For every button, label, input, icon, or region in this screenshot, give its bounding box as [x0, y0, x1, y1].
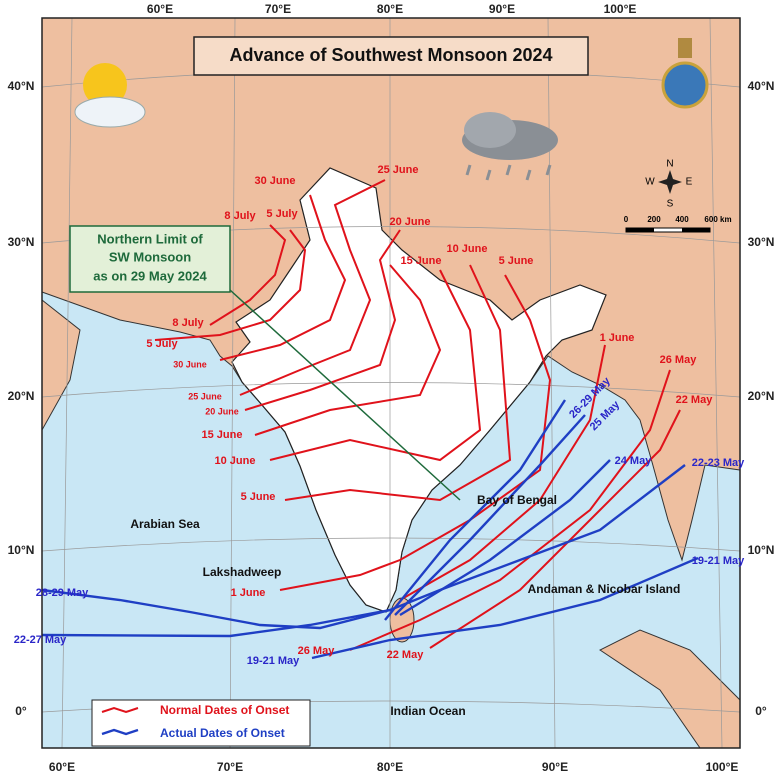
- normal-onset-label: 20 June: [205, 406, 239, 416]
- scale-bar: 0 200 400 600 km: [624, 215, 732, 233]
- lon-label: 90°E: [489, 2, 515, 16]
- lon-label: 60°E: [147, 2, 173, 16]
- legend-label: Actual Dates of Onset: [160, 726, 285, 740]
- place-label: Indian Ocean: [390, 704, 465, 718]
- compass-n: N: [666, 159, 673, 170]
- legend: Normal Dates of Onset Actual Dates of On…: [91, 699, 311, 747]
- lon-label: 60°E: [49, 760, 75, 774]
- normal-onset-label: 26 May: [660, 354, 698, 366]
- lat-label: 30°N: [748, 235, 775, 249]
- normal-onset-label: 1 June: [231, 587, 266, 599]
- graticule: [41, 17, 741, 749]
- normal-onset-label: 22 May: [676, 394, 714, 406]
- lon-label: 80°E: [377, 2, 403, 16]
- lat-label: 20°N: [8, 389, 35, 403]
- place-label: Lakshadweep: [203, 565, 282, 579]
- actual-onset-label: 22-23 May: [692, 457, 745, 469]
- scale-label: 0: [624, 215, 629, 224]
- normal-onset-label: 8 July: [172, 317, 204, 329]
- rain-cloud: [462, 112, 558, 181]
- legend-label: Normal Dates of Onset: [160, 703, 289, 717]
- scale-label: 600 km: [704, 215, 731, 224]
- limit-label: as on 29 May 2024: [93, 268, 207, 283]
- normal-onset-label: 10 June: [447, 243, 488, 255]
- title-box: [193, 36, 589, 76]
- lat-label: 40°N: [748, 79, 775, 93]
- compass-s: S: [667, 199, 674, 210]
- lat-label: 0°: [755, 704, 767, 718]
- normal-lines: [154, 179, 681, 651]
- actual-onset-label: 19-21 May: [247, 655, 300, 667]
- lon-label: 70°E: [217, 760, 243, 774]
- lat-label: 30°N: [8, 235, 35, 249]
- normal-onset-label: 8 July: [224, 210, 256, 222]
- place-label: Bay of Bengal: [477, 493, 557, 507]
- normal-onset-label: 25 June: [188, 391, 222, 401]
- normal-onset-label: 5 July: [146, 338, 178, 350]
- lat-label: 10°N: [8, 543, 35, 557]
- normal-onset-label: 15 June: [202, 429, 243, 441]
- actual-onset-label: 22-27 May: [14, 634, 67, 646]
- lat-label: 0°: [15, 704, 27, 718]
- normal-onset-label: 30 June: [255, 175, 296, 187]
- normal-onset-label: 25 June: [378, 164, 419, 176]
- actual-onset-label: 24 May: [615, 455, 653, 467]
- sun-icon: [74, 63, 146, 128]
- actual-lines: [41, 399, 699, 660]
- title: Advance of Southwest Monsoon 2024: [229, 45, 552, 65]
- normal-onset-label: 26 May: [298, 645, 336, 657]
- normal-onset-label: 1 June: [600, 332, 635, 344]
- compass-w: W: [645, 177, 655, 188]
- compass: N E S W: [645, 159, 692, 210]
- actual-onset-label: 19-21 May: [692, 555, 745, 567]
- normal-onset-label: 20 June: [390, 216, 431, 228]
- normal-onset-label: 22 May: [387, 649, 425, 661]
- normal-onset-label: 5 June: [499, 255, 534, 267]
- normal-onset-label: 10 June: [215, 455, 256, 467]
- lat-label: 20°N: [748, 389, 775, 403]
- actual-onset-label: 28-29 May: [36, 587, 89, 599]
- scale-label: 400: [675, 215, 689, 224]
- place-label: Arabian Sea: [130, 517, 200, 531]
- compass-e: E: [686, 177, 693, 188]
- lon-label: 90°E: [542, 760, 568, 774]
- india: [231, 167, 607, 613]
- lat-label: 10°N: [748, 543, 775, 557]
- lon-label: 70°E: [265, 2, 291, 16]
- scale-label: 200: [647, 215, 661, 224]
- emblem: [661, 38, 709, 109]
- limit-label: SW Monsoon: [109, 249, 191, 264]
- lon-label: 100°E: [706, 760, 739, 774]
- place-label: Andaman & Nicobar Island: [528, 582, 681, 596]
- lat-label: 40°N: [8, 79, 35, 93]
- normal-onset-label: 15 June: [401, 255, 442, 267]
- normal-onset-label: 30 June: [173, 359, 207, 369]
- northern-limit: Northern Limit of SW Monsoon as on 29 Ma…: [69, 225, 461, 501]
- normal-onset-label: 5 July: [266, 208, 298, 220]
- normal-onset-label: 5 June: [241, 491, 276, 503]
- limit-label: Northern Limit of: [97, 231, 203, 246]
- frame: [41, 17, 741, 749]
- lon-label: 100°E: [604, 2, 637, 16]
- lon-label: 80°E: [377, 760, 403, 774]
